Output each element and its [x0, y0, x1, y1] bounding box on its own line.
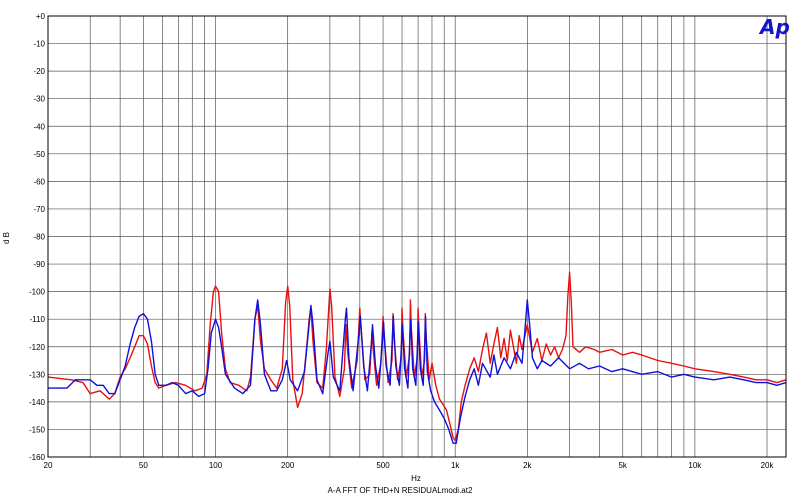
x-tick-label: 2k [523, 461, 532, 470]
y-tick-label: +0 [36, 12, 46, 21]
y-axis-label: d B [2, 232, 11, 244]
y-tick-label: -70 [33, 205, 45, 214]
x-tick-label: 100 [209, 461, 223, 470]
y-tick-label: -60 [33, 177, 45, 186]
ap-logo: Ap [758, 15, 790, 39]
y-tick-label: -80 [33, 233, 45, 242]
series-line-1 [47, 271, 787, 442]
x-tick-label: 1k [451, 461, 460, 470]
grid [47, 15, 786, 458]
y-tick-label: -110 [30, 315, 46, 324]
y-tick-label: -30 [33, 95, 45, 104]
chart-caption: A-A FFT OF THD+N RESIDUALmodi.at2 [328, 486, 473, 495]
x-tick-label: 10k [688, 461, 702, 470]
x-tick-label: 20 [44, 461, 53, 470]
y-tick-label: -140 [29, 398, 46, 407]
plot-frame [47, 15, 787, 458]
y-tick-label: -20 [33, 67, 45, 76]
y-tick-label: -90 [33, 260, 45, 269]
y-tick-label: -150 [29, 425, 46, 434]
series-line-2 [48, 299, 787, 444]
x-tick-label: 5k [618, 461, 627, 470]
y-tick-label: -10 [33, 40, 45, 49]
y-tick-label: -160 [29, 453, 46, 462]
y-tick-labels: +0 -10 -20 -30 -40 -50 -60 -70 -80 -90 -100 -110 -12… [29, 12, 46, 462]
x-tick-label: 50 [139, 461, 148, 470]
series-layer [47, 271, 787, 444]
y-tick-label: -130 [29, 370, 46, 379]
y-tick-label: -40 [33, 122, 45, 131]
x-axis-label: Hz [411, 474, 421, 483]
x-tick-labels: 20 50 100 200 500 1k 2k 5k 10k 20k [44, 461, 775, 470]
y-tick-label: -100 [29, 288, 46, 297]
y-tick-label: -50 [33, 150, 45, 159]
x-tick-label: 20k [761, 461, 775, 470]
y-tick-label: -120 [29, 343, 46, 352]
x-tick-label: 500 [376, 461, 390, 470]
x-tick-label: 200 [281, 461, 295, 470]
